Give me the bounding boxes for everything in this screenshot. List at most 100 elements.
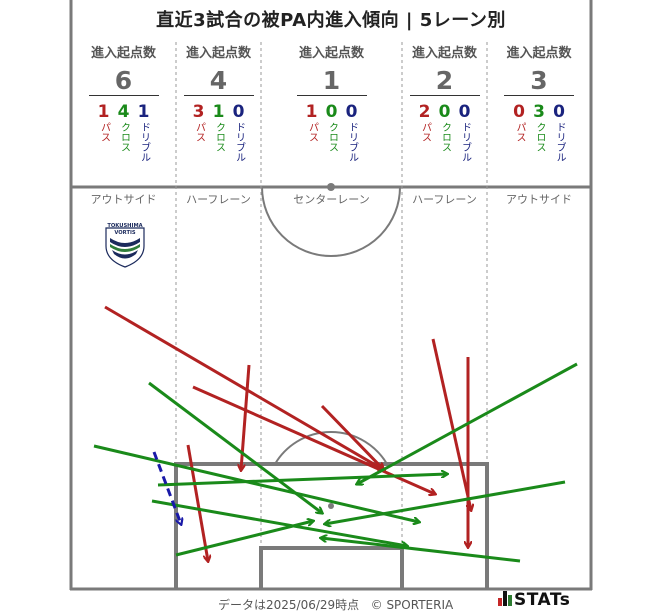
- centre-circle: [261, 186, 401, 257]
- lane-header-label: 進入起点数: [90, 46, 156, 61]
- cross-count: 1 クロス: [211, 102, 227, 162]
- crest-text-line1: TOKUSHIMA: [107, 223, 142, 229]
- pass-count-value: 0: [513, 102, 525, 122]
- footer-note: データは2025/06/29時点 © SPORTERIA: [218, 596, 453, 613]
- cross-arrow: [325, 480, 566, 524]
- dribble-count: 0 ドリブル: [551, 102, 567, 162]
- penalty-arc: [274, 431, 388, 465]
- dribble-label: ドリブル: [459, 122, 471, 162]
- lane-header-half-right: 進入起点数 2 2 パス 0 クロス 0 ドリブル: [402, 42, 487, 162]
- cross-arrow: [175, 521, 313, 557]
- cross-label: クロス: [534, 122, 545, 152]
- lane-name-half-left: ハーフレーン: [186, 193, 251, 206]
- cross-count: 3 クロス: [531, 102, 547, 162]
- dribble-count: 0 ドリブル: [457, 102, 473, 162]
- centre-spot: [327, 183, 335, 191]
- pass-label: パス: [98, 122, 110, 142]
- cross-arrow: [157, 474, 447, 487]
- lane-total: 6: [114, 66, 133, 95]
- lane-header-rule: [504, 95, 574, 96]
- lane-total: 1: [322, 66, 341, 95]
- dribble-label: ドリブル: [138, 122, 150, 162]
- dribble-label: ドリブル: [346, 122, 358, 162]
- lane-header-rule: [183, 95, 254, 96]
- stats-bars-icon: [498, 591, 512, 606]
- cross-count-value: 0: [438, 102, 451, 122]
- dribble-count-value: 1: [137, 102, 150, 122]
- cross-count: 0 クロス: [324, 102, 340, 162]
- dribble-count-value: 0: [345, 102, 358, 122]
- lane-total: 3: [530, 66, 548, 95]
- cross-label: クロス: [213, 122, 225, 152]
- lane-total: 4: [209, 66, 228, 95]
- chart-title: 直近3試合の被PA内進入傾向 | 5レーン別: [156, 10, 506, 31]
- lane-counts: 1 パス 0 クロス 0 ドリブル: [261, 102, 402, 162]
- cross-label: クロス: [439, 122, 451, 152]
- stats-brand-text: STATs: [514, 590, 571, 610]
- lane-name-outside-left: アウトサイド: [90, 193, 157, 206]
- cross-count-value: 0: [325, 102, 338, 122]
- pass-arrow: [186, 444, 208, 561]
- cross-label: クロス: [118, 122, 130, 152]
- lane-name-outside-right: アウトサイド: [506, 193, 572, 206]
- lane-counts: 3 パス 1 クロス 0 ドリブル: [176, 102, 261, 162]
- cross-label: クロス: [326, 122, 338, 152]
- lane-header-rule: [88, 95, 159, 96]
- footer-copyright: © SPORTERIA: [370, 598, 454, 612]
- cross-count-value: 4: [117, 102, 130, 122]
- stats-brand-logo: STATs: [498, 590, 570, 610]
- team-crest-icon: TOKUSHIMA VORTIS: [105, 223, 145, 268]
- pass-count: 3 パス: [191, 102, 207, 162]
- cross-arrow: [321, 538, 521, 563]
- lane-header-outside-left: 進入起点数 6 1 パス 4 クロス 1 ドリブル: [71, 42, 176, 162]
- lane-counts: 0 パス 3 クロス 0 ドリブル: [487, 102, 591, 162]
- pass-label: パス: [419, 122, 431, 142]
- pass-count-value: 3: [192, 102, 205, 122]
- dribble-count: 0 ドリブル: [344, 102, 360, 162]
- dribble-count-value: 0: [553, 102, 565, 122]
- pass-count-value: 1: [305, 102, 318, 122]
- lane-header-label: 進入起点数: [506, 46, 572, 61]
- pass-label: パス: [306, 122, 318, 142]
- lane-header-center: 進入起点数 1 1 パス 0 クロス 0 ドリブル: [261, 42, 402, 162]
- cross-arrows: [93, 362, 578, 563]
- pass-arrow: [431, 338, 471, 510]
- pass-count: 2 パス: [417, 102, 433, 162]
- lane-header-label: 進入起点数: [185, 46, 251, 61]
- pass-count: 1 パス: [96, 102, 112, 162]
- lane-header-rule: [409, 95, 480, 96]
- cross-arrow: [93, 444, 419, 522]
- crest-text-line2: VORTIS: [114, 230, 136, 236]
- pass-label: パス: [193, 122, 205, 142]
- pass-arrows: [104, 305, 471, 561]
- dribble-count: 1 ドリブル: [136, 102, 152, 162]
- cross-count-value: 1: [212, 102, 225, 122]
- lane-name-half-right: ハーフレーン: [412, 193, 477, 206]
- dribble-label: ドリブル: [233, 122, 245, 162]
- dribble-count: 0 ドリブル: [231, 102, 247, 162]
- lane-header-rule: [296, 95, 367, 96]
- lane-header-half-left: 進入起点数 4 3 パス 1 クロス 0 ドリブル: [176, 42, 261, 162]
- pass-count: 1 パス: [304, 102, 320, 162]
- cross-arrow: [151, 499, 407, 546]
- cross-count: 4 クロス: [116, 102, 132, 162]
- dribble-count-value: 0: [458, 102, 471, 122]
- lane-counts: 2 パス 0 クロス 0 ドリブル: [402, 102, 487, 162]
- lane-total: 2: [435, 66, 454, 95]
- lane-header-outside-right: 進入起点数 3 0 パス 3 クロス 0 ドリブル: [487, 42, 591, 162]
- pass-count: 0 パス: [511, 102, 527, 162]
- cross-count-value: 3: [533, 102, 545, 122]
- penalty-spot: [328, 503, 334, 509]
- lane-counts: 1 パス 4 クロス 1 ドリブル: [71, 102, 176, 162]
- pass-label: パス: [514, 122, 525, 142]
- pass-count-value: 2: [418, 102, 431, 122]
- lane-header-label: 進入起点数: [411, 46, 477, 61]
- pass-arrow: [104, 305, 384, 470]
- lane-header-label: 進入起点数: [298, 46, 364, 61]
- dribble-count-value: 0: [232, 102, 245, 122]
- footer-updated: データは2025/06/29時点: [218, 598, 360, 612]
- lane-name-center: センターレーン: [293, 193, 370, 206]
- goal-area: [259, 546, 404, 589]
- pass-arrow: [320, 404, 383, 469]
